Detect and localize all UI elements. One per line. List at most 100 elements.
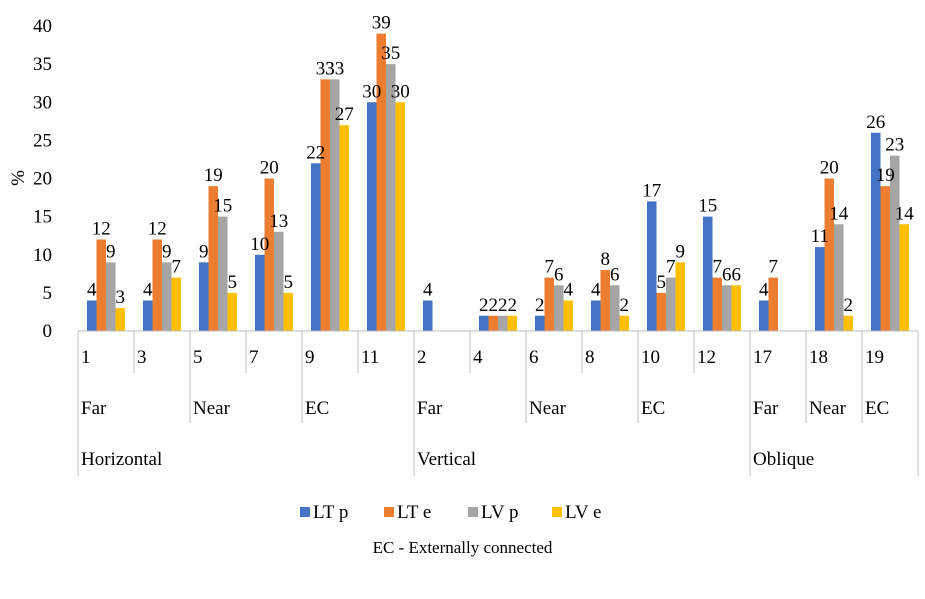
- legend-swatch: [384, 507, 394, 517]
- bar: [143, 300, 153, 331]
- category-label: 18: [809, 347, 828, 368]
- bar: [498, 315, 508, 331]
- data-label: 9: [199, 241, 209, 262]
- bar: [488, 315, 498, 331]
- bar: [218, 216, 228, 331]
- bar: [675, 262, 685, 331]
- category-label: 3: [137, 347, 147, 368]
- bar: [479, 315, 489, 331]
- bar: [880, 186, 890, 331]
- bars: [87, 33, 909, 331]
- data-label: 6: [610, 264, 620, 285]
- group-label: Near: [529, 398, 567, 419]
- bar: [731, 285, 741, 331]
- data-label: 30: [391, 81, 410, 102]
- bar: [106, 262, 116, 331]
- group-label: Far: [417, 398, 443, 419]
- data-label: 7: [713, 257, 723, 278]
- data-label: 4: [423, 280, 433, 301]
- category-label: 12: [697, 347, 716, 368]
- bar: [871, 132, 881, 331]
- bar: [386, 64, 396, 331]
- data-label: 2: [479, 295, 489, 316]
- category-label: 17: [753, 347, 772, 368]
- data-label: 2: [844, 295, 854, 316]
- bar: [162, 262, 172, 331]
- legend-label: LT p: [313, 502, 348, 523]
- bar: [899, 224, 909, 331]
- data-label: 7: [172, 257, 182, 278]
- bar: [535, 315, 545, 331]
- category-label: 19: [865, 347, 884, 368]
- bar: [890, 155, 900, 331]
- category-label: 6: [529, 347, 539, 368]
- data-label: 20: [260, 158, 279, 179]
- bar: [544, 277, 554, 331]
- legend-label: LV e: [565, 502, 601, 523]
- data-label: 14: [895, 203, 915, 224]
- bar: [199, 262, 209, 331]
- data-label: 30: [362, 81, 381, 102]
- bar: [712, 277, 722, 331]
- bar: [722, 285, 732, 331]
- data-label: 3: [116, 287, 126, 308]
- data-label: 17: [642, 180, 661, 201]
- data-label: 6: [732, 264, 742, 285]
- data-label: 8: [601, 249, 611, 270]
- category-label: 1: [81, 347, 91, 368]
- data-label: 2: [535, 295, 545, 316]
- data-label: 9: [162, 241, 172, 262]
- bar: [563, 300, 573, 331]
- legend: LT p LT e LV p LV e: [300, 502, 601, 523]
- bar: [507, 315, 517, 331]
- data-label: 4: [143, 280, 153, 301]
- y-tick-label: 40: [33, 16, 52, 37]
- bar: [87, 300, 97, 331]
- bar: [759, 300, 769, 331]
- bar: [619, 315, 629, 331]
- data-label: 15: [213, 196, 232, 217]
- legend-swatch: [468, 507, 478, 517]
- bar: [96, 239, 106, 331]
- y-tick-label: 20: [33, 169, 52, 190]
- category-label: 11: [361, 347, 379, 368]
- data-label: 11: [811, 226, 829, 247]
- y-tick-label: 0: [43, 321, 53, 342]
- data-label: 6: [554, 264, 564, 285]
- category-label: 8: [585, 347, 595, 368]
- bar: [339, 125, 349, 331]
- bar: [423, 300, 433, 331]
- bar: [227, 292, 237, 331]
- group-label: Far: [753, 398, 779, 419]
- bar: [834, 224, 844, 331]
- y-axis: 0 5 10 15 20 25 30 35 40%: [8, 16, 52, 342]
- category-label: 7: [249, 347, 259, 368]
- bar: [171, 277, 181, 331]
- y-tick-label: 30: [33, 92, 52, 113]
- bar: [320, 79, 330, 331]
- bar: [647, 201, 657, 331]
- bar: [255, 254, 265, 331]
- data-label: 9: [676, 241, 686, 262]
- data-label: 15: [698, 196, 717, 217]
- data-label: 22: [306, 142, 325, 163]
- x-axis: 1 3 5 7 9 11 2 4 6 8 10 12 17 18 19 Far Near EC Far Near EC F…: [77, 330, 919, 476]
- data-label: 9: [106, 241, 116, 262]
- category-label: 2: [417, 347, 427, 368]
- group-label: EC: [305, 398, 329, 419]
- data-label: 4: [591, 280, 601, 301]
- supergroup-label: Horizontal: [81, 449, 162, 470]
- bar: [554, 285, 564, 331]
- data-label: 14: [829, 203, 849, 224]
- bar: [843, 315, 853, 331]
- bar: [768, 277, 778, 331]
- bar: [600, 270, 610, 331]
- data-label: 39: [372, 13, 391, 34]
- data-label: 26: [866, 112, 885, 133]
- data-label: 2: [489, 295, 499, 316]
- legend-swatch: [552, 507, 562, 517]
- data-label: 13: [269, 211, 288, 232]
- group-label: Near: [193, 398, 231, 419]
- y-tick-label: 35: [33, 54, 52, 75]
